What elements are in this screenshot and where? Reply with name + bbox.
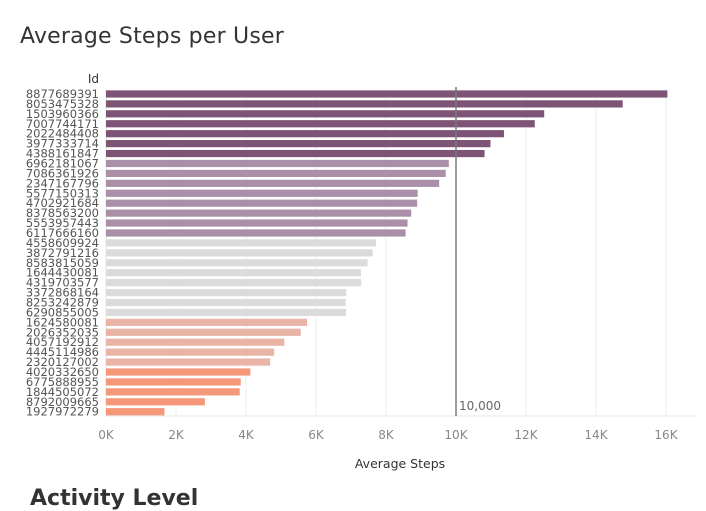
reference-line-label: 10,000 [459,399,501,413]
bar [106,298,346,307]
bar-chart: Id88776893918053475328150396036670077441… [26,72,696,471]
x-tick-label: 4K [238,428,255,442]
x-tick-label: 12K [514,428,538,442]
bar [106,388,240,396]
bar [106,279,362,287]
chart-title: Average Steps per User [20,24,284,49]
x-tick-label: 10K [444,428,468,442]
bar [106,169,446,178]
bar [106,368,251,376]
bar [106,90,668,98]
category-label: 6775888955 [26,375,99,389]
category-label: 8792009665 [26,395,99,409]
bar [106,209,412,217]
category-label: 8053475328 [26,97,99,111]
bar [106,239,377,247]
bar [106,328,301,336]
category-label: 3372868164 [26,286,99,300]
x-tick-label: 8K [378,428,395,442]
category-label: 2347167796 [26,176,99,190]
x-tick-label: 0K [98,428,115,442]
x-tick-label: 16K [654,428,678,442]
bar [106,219,408,227]
bar [106,408,165,416]
category-label: 3977333714 [26,137,99,151]
category-label: 6290855005 [26,305,99,319]
category-label: 8378563200 [26,206,99,220]
category-label: 2320127002 [26,355,99,369]
category-label: 5577150313 [26,186,99,200]
x-tick-label: 14K [584,428,608,442]
bar [106,249,373,257]
y-axis-header: Id [88,72,99,86]
x-tick-label: 6K [308,428,325,442]
category-label: 4020332650 [26,365,99,379]
bar [106,259,368,267]
category-label: 4702921684 [26,196,99,210]
bar [106,110,545,118]
category-label: 4319703577 [26,276,99,290]
category-label: 3872791216 [26,246,99,260]
bar [106,348,275,356]
bar [106,149,485,158]
bar [106,358,271,366]
next-section-title: Activity Level [30,486,199,511]
category-label: 2022484408 [26,127,99,141]
category-label: 4445114986 [26,345,99,359]
bar [106,378,241,386]
category-label: 1624580081 [26,315,99,329]
bar [106,159,449,168]
bar [106,308,347,317]
bar [106,398,205,406]
bar [106,338,285,346]
category-label: 4057192912 [26,335,99,349]
category-label: 8877689391 [26,87,99,101]
category-label: 8583815059 [26,256,99,270]
category-label: 8253242879 [26,295,99,309]
bar [106,318,308,326]
bar [106,269,361,277]
bar [106,140,491,148]
category-label: 7086361926 [26,166,99,180]
x-axis-title: Average Steps [355,456,445,471]
category-label: 1844505072 [26,385,99,399]
category-label: 6117666160 [26,226,99,240]
category-label: 4558609924 [26,236,99,250]
category-label: 7007744171 [26,117,99,131]
category-label: 1644430081 [26,266,99,280]
x-tick-label: 2K [168,428,185,442]
category-label: 5553957443 [26,216,99,230]
bar [106,130,504,138]
bar [106,229,406,237]
bar [106,179,440,187]
bar [106,100,623,108]
bar [106,189,418,197]
bar [106,120,535,128]
category-label: 1503960366 [26,107,99,121]
category-label: 6962181067 [26,156,99,170]
category-label: 2026352035 [26,325,99,339]
bar [106,199,418,207]
category-label: 1927972279 [26,405,99,419]
bar [106,288,347,297]
category-label: 4388161847 [26,147,99,161]
